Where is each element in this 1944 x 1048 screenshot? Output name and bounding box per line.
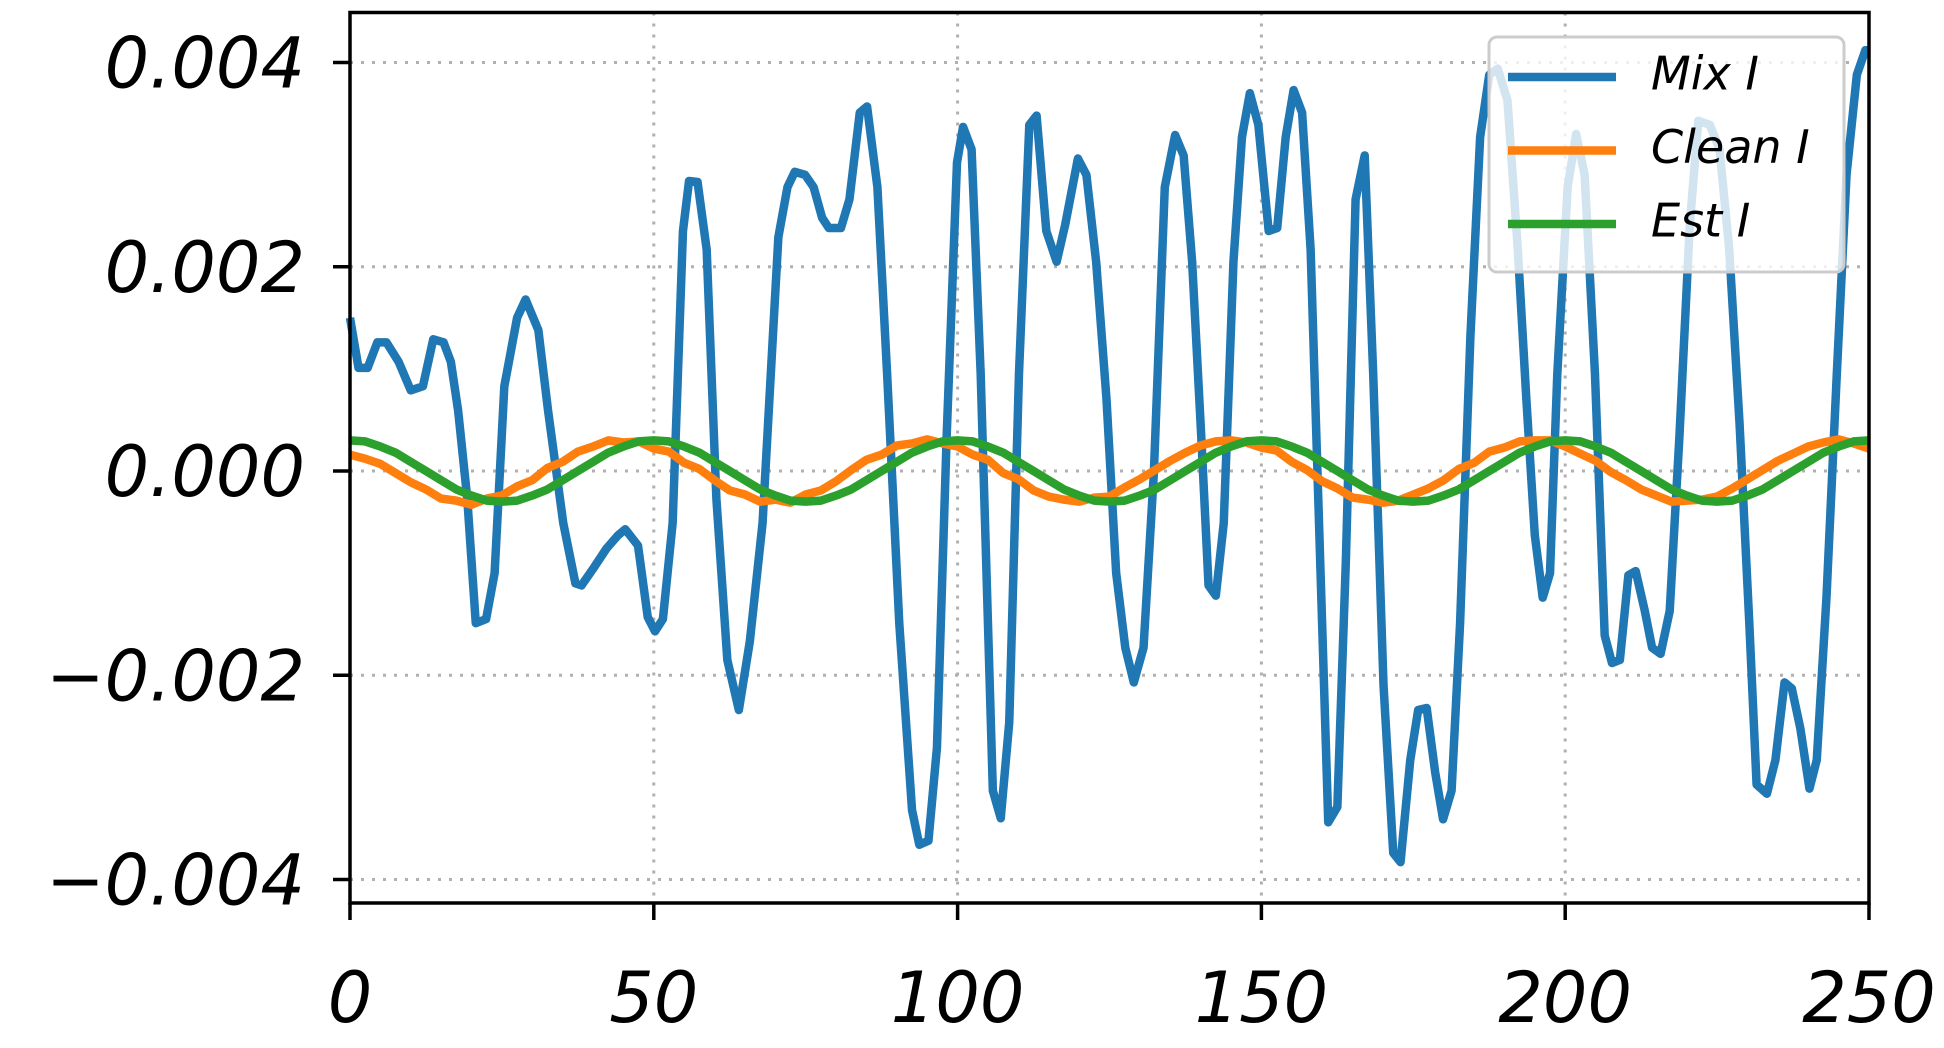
legend: Mix I Clean I Est I	[1487, 35, 1846, 274]
x-tick-label: 0	[328, 957, 373, 1039]
series-line	[348, 435, 1871, 509]
x-tick-label: 250	[1802, 957, 1936, 1039]
y-tick-label: 0.004	[105, 23, 305, 105]
ticks: 0 50 100 150 200 250 −0.004 −0.002 0.000 0.002 0.0…	[46, 23, 1936, 1039]
series-line	[349, 436, 1870, 506]
y-tick-label: 0.002	[105, 227, 305, 309]
legend-label: Mix I	[1651, 47, 1759, 101]
series-line	[345, 46, 1870, 867]
legend-label: Est I	[1651, 194, 1750, 248]
plot-frame	[348, 10, 1871, 905]
x-tick-label: 150	[1195, 957, 1329, 1039]
x-tick-label: 200	[1498, 957, 1632, 1039]
y-tick-label: −0.002	[46, 635, 305, 717]
plot-lines	[345, 46, 1871, 867]
x-tick-label: 100	[891, 957, 1025, 1039]
x-tick-label: 50	[609, 957, 698, 1039]
legend-label: Clean I	[1651, 120, 1810, 174]
y-tick-label: −0.004	[46, 840, 305, 922]
legend-box	[1487, 35, 1846, 274]
y-tick-label: 0.000	[105, 431, 305, 513]
